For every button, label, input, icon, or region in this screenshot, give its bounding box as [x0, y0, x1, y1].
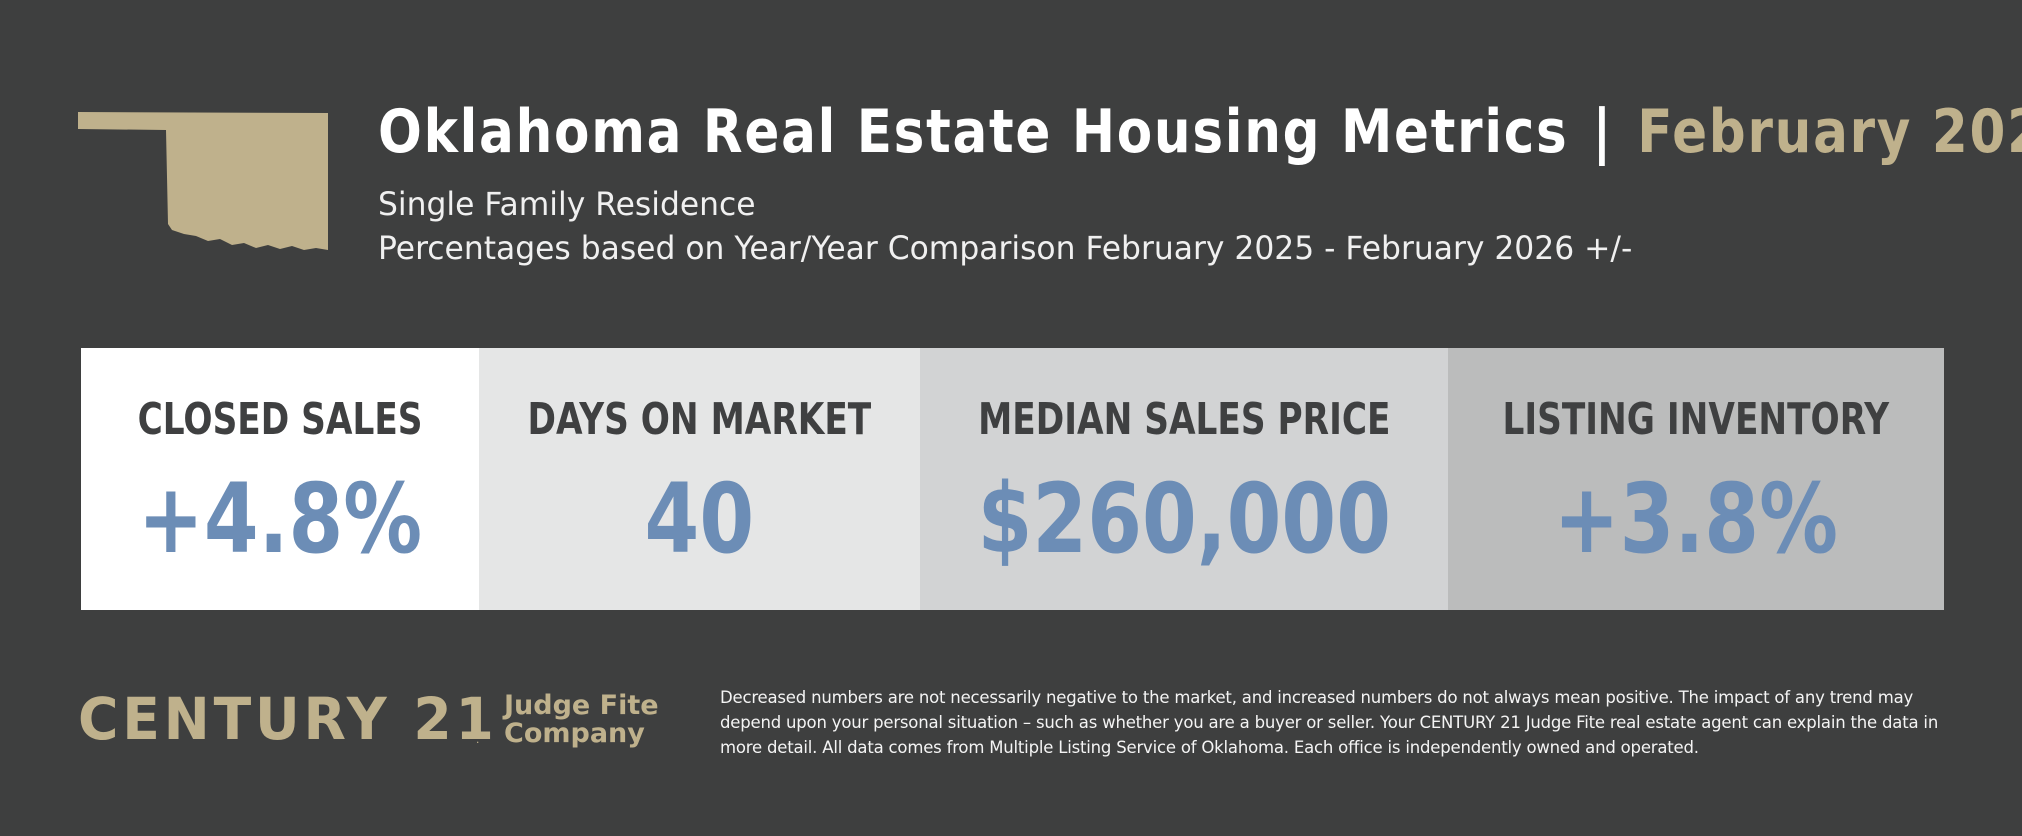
company-line-2: Company — [504, 718, 645, 749]
brand-registered-mark: . — [476, 732, 480, 746]
disclaimer-text: Decreased numbers are not necessarily ne… — [720, 688, 1939, 757]
metric-value: $260,000 — [977, 463, 1391, 575]
header: Oklahoma Real Estate Housing Metrics | Feb… — [378, 92, 2022, 270]
metric-label: LISTING INVENTORY — [1502, 394, 1890, 445]
metric-label: MEDIAN SALES PRICE — [977, 394, 1391, 445]
company-line-1: Judge Fite — [504, 690, 659, 721]
page-title: Oklahoma Real Estate Housing Metrics | Feb… — [378, 92, 2022, 172]
metric-value: +4.8% — [137, 463, 423, 575]
subtitle: Single Family Residence — [378, 185, 756, 223]
company-name: Judge Fite Company — [504, 692, 659, 748]
title-date: February 2026 — [1637, 97, 2022, 167]
brand-name: CENTURY 21 — [78, 685, 498, 753]
comparison-note: Percentages based on Year/Year Compariso… — [378, 229, 1633, 267]
metric-closed-sales: CLOSED SALES +4.8% — [81, 348, 480, 610]
title-text: Oklahoma Real Estate Housing Metrics — [378, 97, 1569, 167]
metric-label: CLOSED SALES — [137, 394, 423, 445]
metric-label: DAYS ON MARKET — [527, 394, 872, 445]
century21-logo: CENTURY 21 . Judge Fite Company — [78, 684, 678, 754]
metric-listing-inventory: LISTING INVENTORY +3.8% — [1448, 348, 1944, 610]
metric-days-on-market: DAYS ON MARKET 40 — [479, 348, 920, 610]
metric-median-sales-price: MEDIAN SALES PRICE $260,000 — [919, 348, 1449, 610]
title-separator: | — [1592, 97, 1614, 167]
metric-value: 40 — [644, 463, 755, 575]
oklahoma-state-icon — [78, 112, 328, 250]
metrics-row: CLOSED SALES +4.8% DAYS ON MARKET 40 MED… — [81, 348, 1944, 610]
metric-value: +3.8% — [1554, 463, 1839, 575]
